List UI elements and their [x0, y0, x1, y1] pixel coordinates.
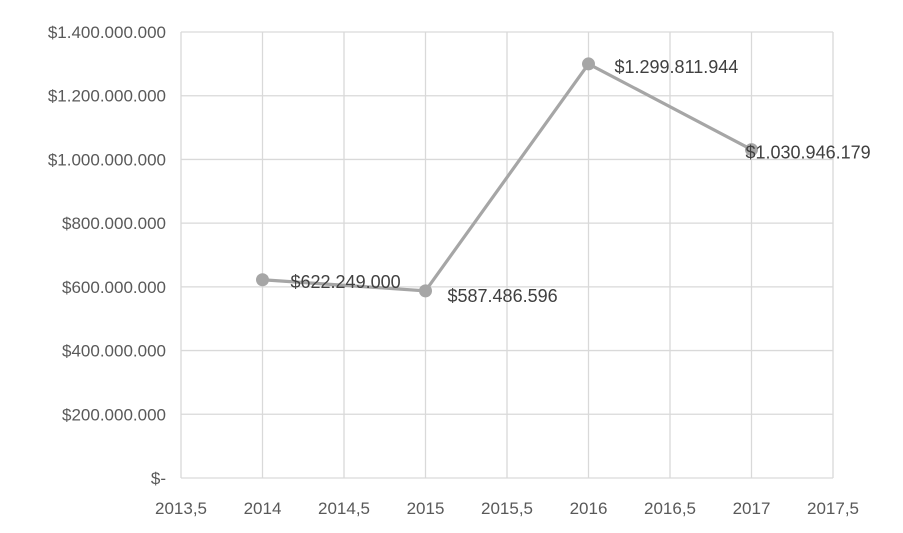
- x-tick-label: 2014: [244, 499, 282, 518]
- x-tick-label: 2017: [733, 499, 771, 518]
- x-tick-label: 2016: [570, 499, 608, 518]
- data-label: $1.299.811.944: [615, 57, 739, 77]
- y-tick-label: $400.000.000: [62, 342, 166, 361]
- x-tick-label: 2015,5: [481, 499, 533, 518]
- y-tick-label: $200.000.000: [62, 405, 166, 424]
- data-label: $1.030.946.179: [746, 143, 871, 163]
- y-tick-label: $1.000.000.000: [48, 150, 166, 169]
- data-labels: $622.249.000 $587.486.596 $1.299.811.944 $1…: [291, 57, 871, 306]
- y-axis-tick-labels: $- $200.000.000 $400.000.000 $600.000.000 $8…: [48, 23, 166, 488]
- data-label: $587.486.596: [448, 286, 558, 306]
- data-label: $622.249.000: [291, 272, 401, 292]
- y-tick-label: $-: [151, 469, 166, 488]
- data-point: [256, 273, 269, 287]
- data-point: [582, 57, 595, 71]
- y-tick-label: $1.200.000.000: [48, 87, 166, 106]
- x-tick-label: 2016,5: [644, 499, 696, 518]
- data-point: [419, 284, 432, 298]
- series: [256, 57, 758, 298]
- y-tick-label: $800.000.000: [62, 214, 166, 233]
- x-tick-label: 2014,5: [318, 499, 370, 518]
- x-tick-label: 2017,5: [807, 499, 859, 518]
- x-tick-label: 2013,5: [155, 499, 207, 518]
- data-point: [745, 143, 758, 157]
- y-tick-label: $1.400.000.000: [48, 23, 166, 42]
- x-tick-label: 2015: [407, 499, 445, 518]
- x-axis-tick-labels: 2013,5 2014 2014,5 2015 2015,5 2016 2016,5 2017…: [155, 499, 859, 518]
- grid: [180, 31, 834, 479]
- series-line: [260, 62, 754, 293]
- y-tick-label: $600.000.000: [62, 278, 166, 297]
